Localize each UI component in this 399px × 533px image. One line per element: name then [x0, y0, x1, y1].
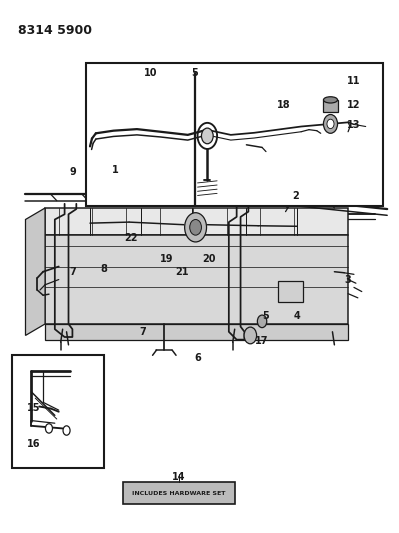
Text: INCLUDES HARDWARE SET: INCLUDES HARDWARE SET: [132, 491, 226, 496]
Ellipse shape: [324, 97, 338, 103]
Text: 17: 17: [255, 336, 269, 346]
Text: 2: 2: [292, 191, 299, 201]
Text: 5: 5: [192, 68, 198, 78]
Polygon shape: [45, 324, 348, 340]
Circle shape: [190, 220, 201, 235]
Circle shape: [324, 115, 338, 133]
Text: 21: 21: [175, 266, 189, 277]
Text: 8: 8: [100, 264, 107, 274]
Circle shape: [327, 119, 334, 128]
Circle shape: [244, 327, 257, 344]
Bar: [324, 100, 338, 112]
Text: 6: 6: [194, 353, 201, 363]
Circle shape: [63, 426, 70, 435]
Text: 8314 5900: 8314 5900: [18, 23, 92, 37]
Text: 10: 10: [144, 68, 157, 78]
Text: 19: 19: [160, 254, 173, 264]
Bar: [123, 482, 235, 504]
Bar: [86, 63, 383, 206]
Text: 22: 22: [124, 233, 138, 243]
Text: 5: 5: [263, 311, 269, 321]
Bar: [12, 356, 104, 467]
Circle shape: [257, 315, 267, 328]
Circle shape: [185, 213, 207, 242]
Polygon shape: [26, 208, 45, 335]
Text: 15: 15: [27, 402, 40, 413]
Text: 7: 7: [69, 266, 76, 277]
Text: 1: 1: [112, 165, 119, 175]
Circle shape: [45, 424, 53, 433]
Text: 18: 18: [277, 100, 290, 110]
Text: 3: 3: [345, 274, 352, 285]
Text: 7: 7: [139, 327, 146, 337]
Polygon shape: [45, 208, 348, 235]
Circle shape: [201, 128, 213, 144]
Polygon shape: [45, 235, 348, 324]
Text: 9: 9: [69, 167, 76, 177]
Text: 14: 14: [172, 472, 186, 482]
Bar: [278, 281, 303, 302]
Text: 20: 20: [203, 254, 216, 264]
Text: 16: 16: [27, 439, 40, 449]
Text: 12: 12: [347, 100, 361, 110]
Text: 13: 13: [347, 120, 361, 131]
Text: 4: 4: [294, 311, 300, 321]
Text: 11: 11: [347, 76, 361, 86]
